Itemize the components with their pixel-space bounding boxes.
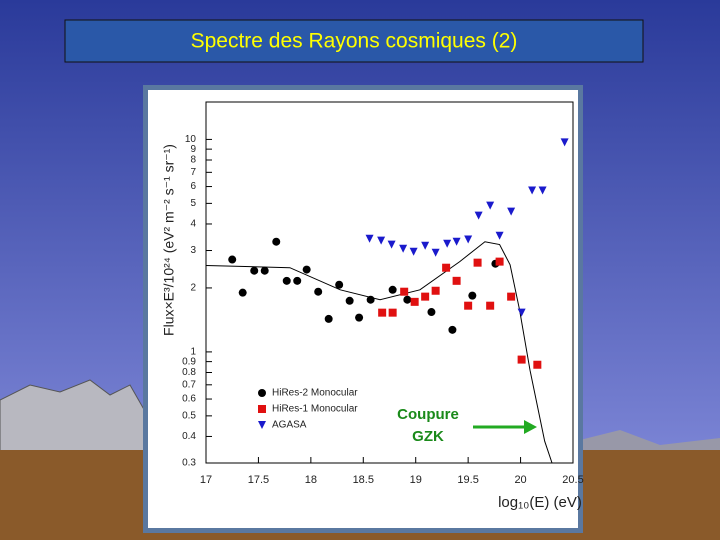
y-tick-label: 4 [190, 219, 196, 230]
point [345, 296, 354, 305]
point [431, 248, 440, 257]
x-tick-label: 20.5 [562, 474, 583, 486]
point [293, 276, 302, 285]
point [464, 235, 473, 244]
y-tick-label: 0.7 [182, 379, 196, 390]
x-tick-label: 18.5 [353, 474, 374, 486]
point [528, 186, 537, 195]
point [302, 265, 311, 274]
point [442, 263, 451, 272]
point [421, 241, 430, 250]
y-tick-label: 5 [190, 198, 196, 209]
x-tick-label: 18 [305, 474, 317, 486]
x-tick-label: 17 [200, 474, 212, 486]
legend-label: HiRes-2 Monocular [272, 388, 358, 399]
point [486, 301, 495, 310]
point [250, 266, 259, 275]
y-tick-label: 9 [190, 144, 196, 155]
point [486, 201, 495, 210]
point [324, 314, 333, 323]
x-axis-label: log₁₀(E) (eV) [498, 494, 582, 511]
title-box [64, 19, 644, 63]
y-tick-label: 0.5 [182, 411, 196, 422]
y-tick-label: 0.4 [182, 431, 196, 442]
gzk-arrow-head [524, 420, 537, 434]
point [238, 288, 247, 297]
y-tick-label: 0.9 [182, 356, 196, 367]
x-tick-label: 17.5 [248, 474, 269, 486]
y-tick-label: 6 [190, 181, 196, 192]
point [464, 301, 473, 310]
point [409, 247, 418, 256]
x-tick-label: 19.5 [457, 474, 478, 486]
point [365, 234, 374, 243]
point [388, 308, 397, 317]
point [517, 355, 526, 364]
slide-title: Spectre des Rayons cosmiques (2) [191, 30, 518, 53]
x-tick-label: 20 [514, 474, 526, 486]
point [431, 286, 440, 295]
annotation: Coupure [397, 406, 459, 423]
point [388, 285, 397, 294]
point [427, 308, 436, 317]
point [410, 297, 419, 306]
point [538, 186, 547, 195]
y-tick-label: 0.3 [182, 458, 196, 469]
x-tick-label: 19 [410, 474, 422, 486]
legend-marker [258, 389, 266, 397]
y-axis-label: Flux×E³/10²⁴ (eV² m⁻² s⁻¹ sr⁻¹) [161, 144, 177, 336]
point [403, 295, 412, 304]
point [507, 292, 516, 301]
point [355, 313, 364, 322]
point [495, 257, 504, 266]
point [517, 308, 526, 317]
plot-background [148, 90, 578, 528]
legend-marker [258, 421, 266, 429]
point [378, 308, 387, 317]
y-tick-label: 2 [190, 283, 196, 294]
y-tick-label: 3 [190, 245, 196, 256]
y-tick-label: 10 [185, 134, 197, 145]
point [314, 287, 323, 296]
annotation: GZK [412, 428, 444, 445]
y-tick-label: 0.6 [182, 394, 196, 405]
point [507, 207, 516, 216]
point [335, 280, 344, 289]
point [474, 211, 483, 220]
legend-label: HiRes-1 Monocular [272, 404, 358, 415]
point [452, 276, 461, 285]
point [421, 292, 430, 301]
point [533, 360, 542, 369]
point [282, 276, 291, 285]
point [366, 295, 375, 304]
point [272, 237, 281, 246]
point [473, 258, 482, 267]
point [260, 266, 269, 275]
point [560, 138, 569, 147]
point [387, 240, 396, 249]
point [443, 239, 452, 248]
y-tick-label: 0.8 [182, 367, 196, 378]
point [448, 325, 457, 334]
legend-label: AGASA [272, 420, 307, 431]
axes-box [205, 101, 574, 464]
fit-curve [205, 241, 553, 464]
y-tick-label: 8 [190, 155, 196, 166]
legend-marker [258, 405, 266, 413]
point [468, 291, 477, 300]
point [399, 244, 408, 253]
point [228, 255, 237, 264]
point [452, 237, 461, 246]
mountains [0, 379, 151, 461]
point [377, 236, 386, 245]
point [495, 231, 504, 240]
y-tick-label: 7 [190, 167, 196, 178]
point [400, 287, 409, 296]
y-tick-label: 1 [190, 347, 196, 358]
